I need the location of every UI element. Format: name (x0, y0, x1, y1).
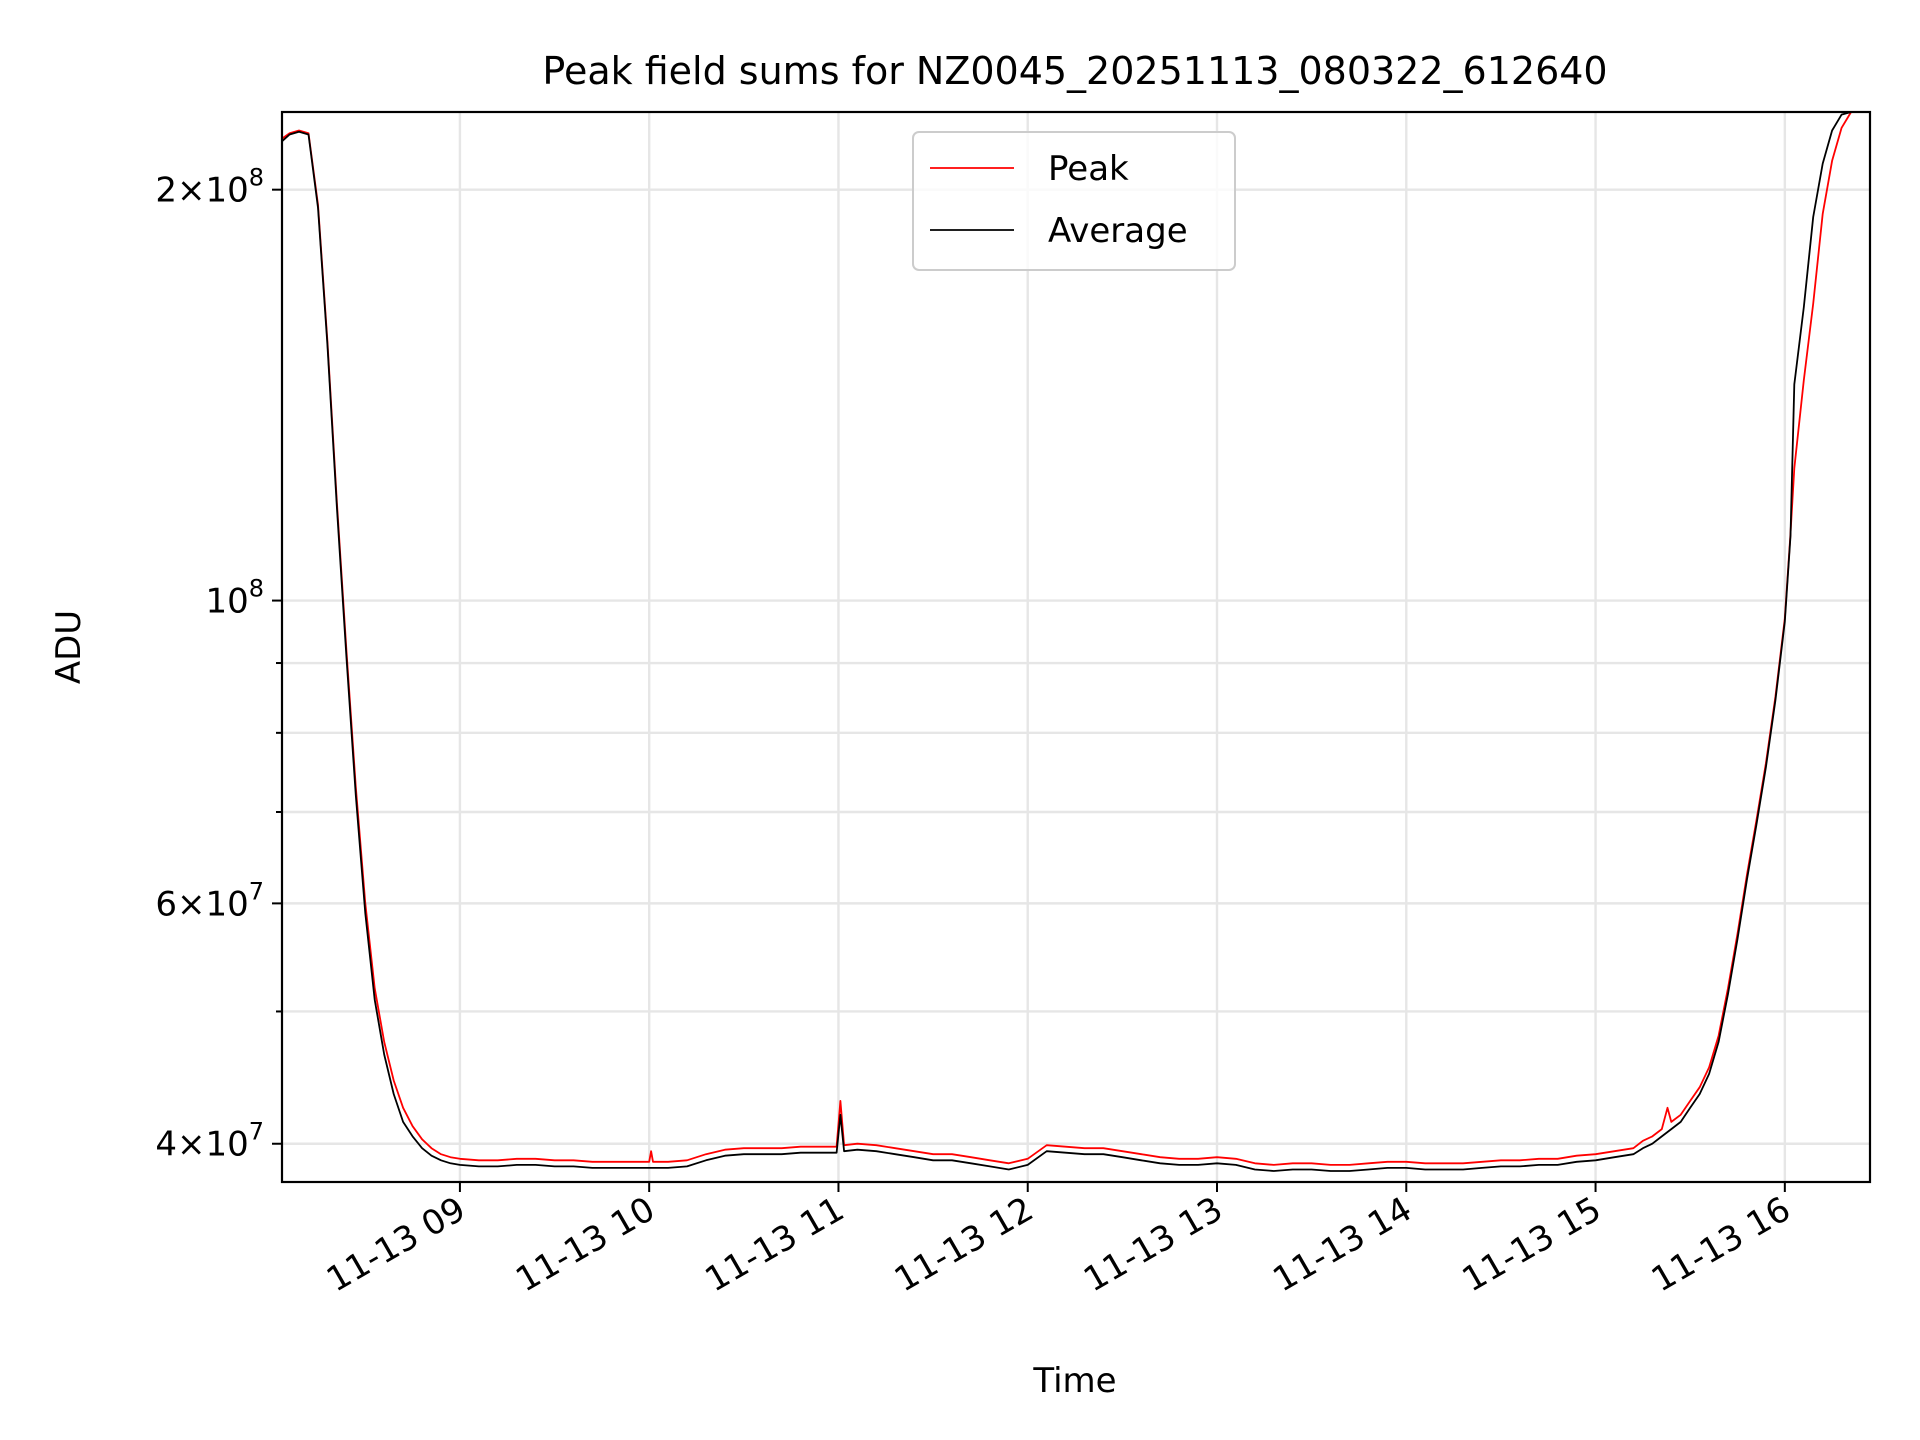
y-tick-label: 6×107 (155, 877, 264, 924)
y-tick-label: 108 (205, 575, 264, 622)
legend-peak-label: Peak (1048, 149, 1129, 189)
series-layer (281, 111, 1870, 1172)
series-line-peak (281, 111, 1870, 1166)
legend: Peak Average (912, 131, 1236, 271)
y-tick-label: 2×108 (155, 164, 264, 211)
series-line-average (281, 111, 1870, 1172)
legend-box (912, 131, 1236, 271)
x-axis-label: Time (1032, 1361, 1116, 1401)
y-axis-label: ADU (49, 610, 89, 684)
legend-average-label: Average (1048, 211, 1188, 251)
chart-title: Peak field sums for NZ0045_20251113_0803… (542, 49, 1607, 93)
y-tick-label: 4×107 (155, 1118, 264, 1165)
plot-frame (280, 110, 1872, 1184)
grid-layer (282, 112, 1870, 1182)
